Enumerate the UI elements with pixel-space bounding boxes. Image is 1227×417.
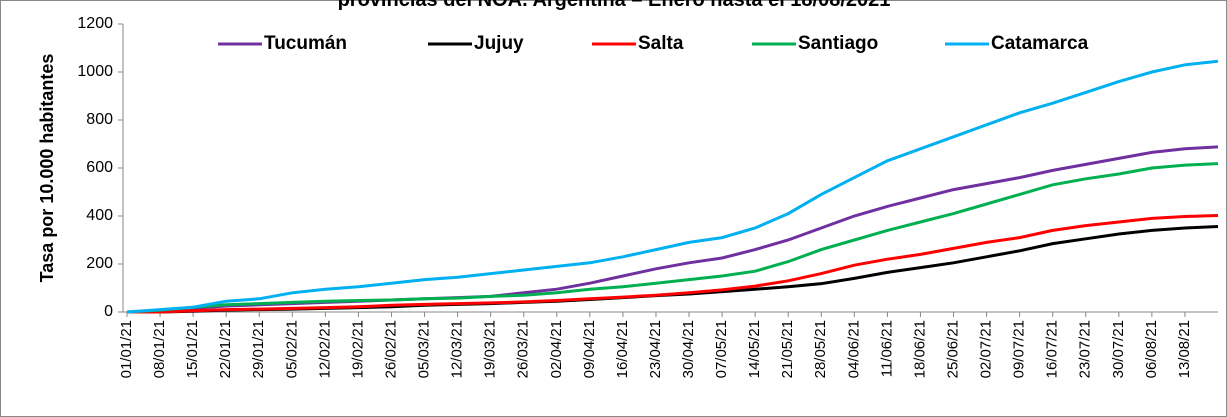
x-tick-label: 18/06/21 bbox=[911, 320, 928, 378]
x-tick-label: 09/04/21 bbox=[581, 320, 598, 378]
x-tick-label: 13/08/21 bbox=[1176, 320, 1193, 378]
x-tick-label: 01/01/21 bbox=[118, 320, 135, 378]
x-tick-label: 19/02/21 bbox=[349, 320, 366, 378]
x-tick-label: 26/02/21 bbox=[382, 320, 399, 378]
y-axis-label: Tasa por 10.000 habitantes bbox=[37, 54, 57, 283]
x-tick-label: 09/07/21 bbox=[1011, 320, 1028, 378]
x-tick-label: 30/04/21 bbox=[680, 320, 697, 378]
x-tick-label: 02/04/21 bbox=[548, 320, 565, 378]
series-line bbox=[126, 59, 1219, 314]
y-tick-label: 200 bbox=[86, 255, 113, 272]
legend-label: Jujuy bbox=[474, 33, 524, 54]
x-tick-label: 30/07/21 bbox=[1110, 320, 1127, 378]
x-tick-label: 29/01/21 bbox=[250, 320, 267, 378]
x-tick-label: 05/02/21 bbox=[283, 320, 300, 378]
x-tick-label: 28/05/21 bbox=[812, 320, 829, 378]
x-tick-label: 04/06/21 bbox=[845, 320, 862, 378]
x-tick-label: 14/05/21 bbox=[746, 320, 763, 378]
x-tick-label: 19/03/21 bbox=[482, 320, 499, 378]
series-line bbox=[126, 162, 1219, 314]
x-tick-label: 22/01/21 bbox=[217, 320, 234, 378]
y-tick-label: 400 bbox=[86, 207, 113, 224]
x-tick-label: 16/04/21 bbox=[614, 320, 631, 378]
x-tick-label: 21/05/21 bbox=[779, 320, 796, 378]
x-tick-label: 12/03/21 bbox=[449, 320, 466, 378]
y-tick-label: 1200 bbox=[77, 15, 113, 32]
series-line bbox=[127, 214, 1219, 314]
legend-label: Salta bbox=[638, 33, 684, 54]
x-tick-label: 16/07/21 bbox=[1044, 320, 1061, 378]
x-tick-label: 02/07/21 bbox=[978, 320, 995, 378]
x-tick-label: 25/06/21 bbox=[944, 320, 961, 378]
x-tick-label: 12/02/21 bbox=[316, 320, 333, 378]
y-tick-label: 600 bbox=[86, 159, 113, 176]
x-tick-label: 06/08/21 bbox=[1143, 320, 1160, 378]
legend-label: Tucumán bbox=[264, 33, 347, 54]
y-tick-label: 0 bbox=[104, 303, 113, 320]
x-tick-label: 05/03/21 bbox=[416, 320, 433, 378]
chart-title: provincias del NOA. Argentina – Enero ha… bbox=[338, 0, 891, 11]
y-tick-label: 1000 bbox=[77, 63, 113, 80]
x-tick-label: 11/06/21 bbox=[878, 320, 895, 377]
x-tick-label: 15/01/21 bbox=[184, 320, 201, 378]
x-tick-label: 08/01/21 bbox=[151, 320, 168, 378]
x-tick-label: 07/05/21 bbox=[713, 320, 730, 378]
x-tick-label: 23/04/21 bbox=[647, 320, 664, 378]
x-tick-label: 23/07/21 bbox=[1077, 320, 1094, 378]
y-tick-label: 800 bbox=[86, 111, 113, 128]
x-tick-label: 26/03/21 bbox=[515, 320, 532, 378]
legend-label: Santiago bbox=[798, 33, 878, 54]
legend-label: Catamarca bbox=[991, 33, 1089, 54]
